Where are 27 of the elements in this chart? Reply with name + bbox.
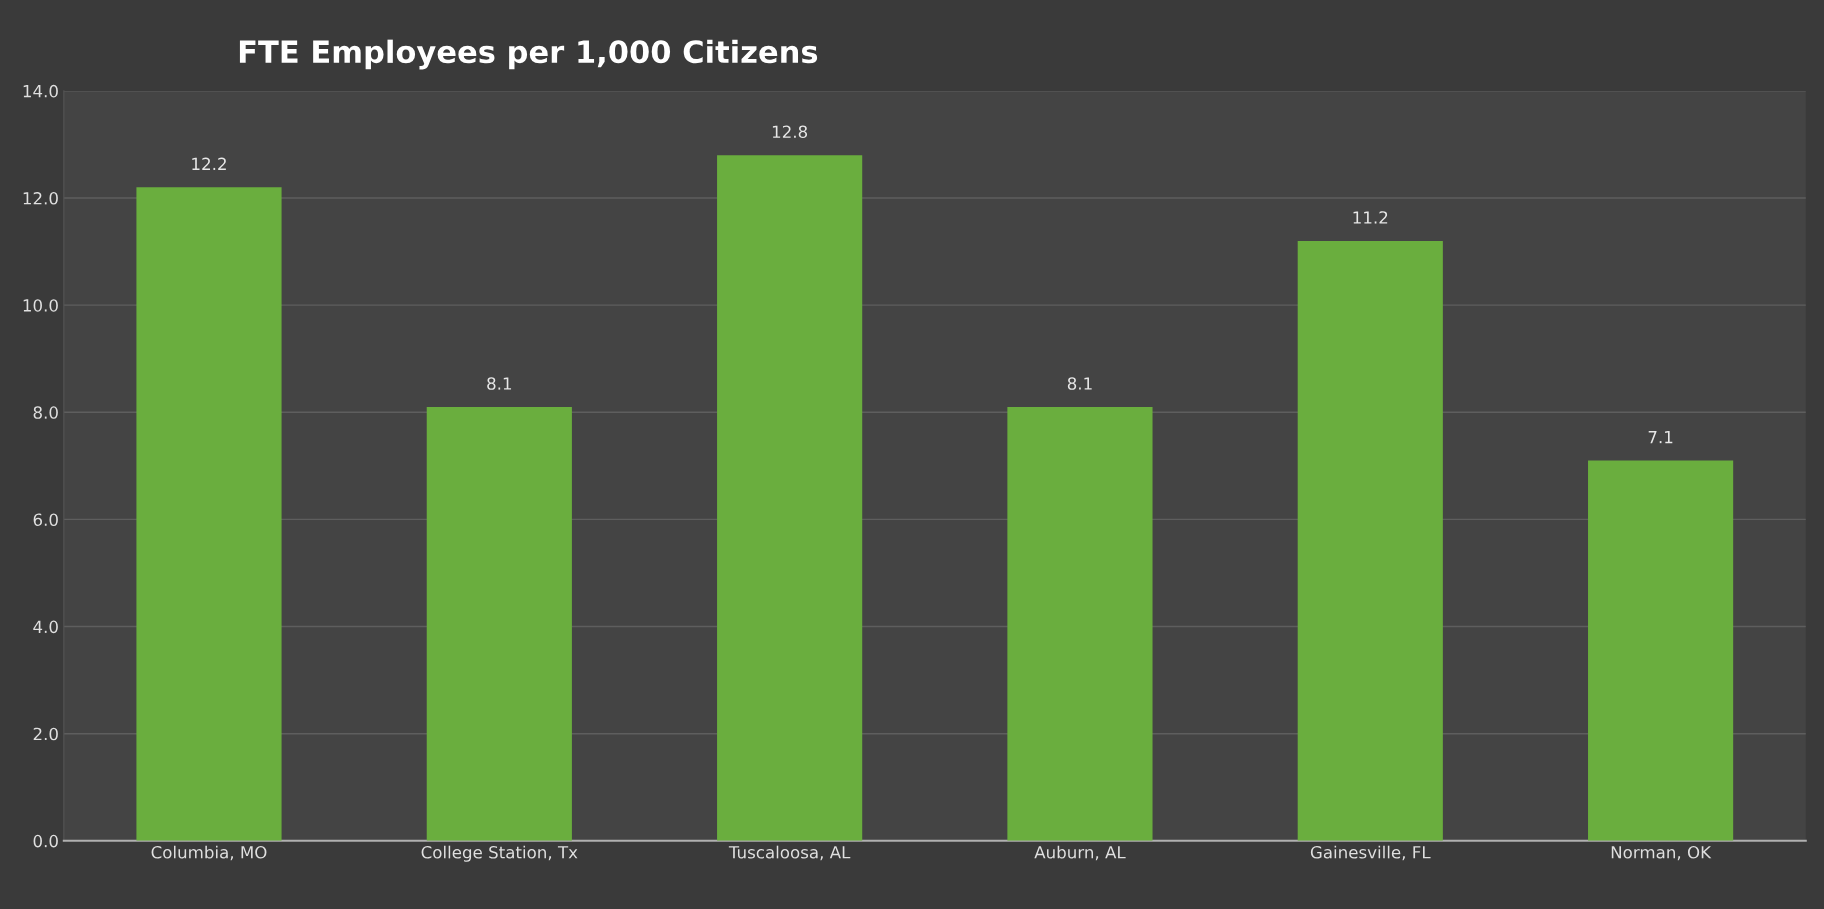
chart-title: FTE Employees per 1,000 Citizens [239,39,818,70]
y-tick-label: 0.0 [33,834,58,848]
data-label: 7.1 [1648,431,1673,444]
y-tick-label: 8.0 [33,406,58,419]
y-tick-label: 6.0 [33,513,58,526]
data-label: 8.1 [487,377,512,390]
bar [1007,406,1153,841]
data-label: 12.2 [192,157,226,170]
x-tick-label: Gainesville, FL [1310,845,1431,861]
data-label: 12.8 [772,125,808,139]
bar [426,406,572,841]
bar [1297,240,1443,841]
x-tick-label: Norman, OK [1611,845,1712,861]
x-tick-label: Auburn, AL [1034,845,1126,861]
bar [1588,460,1734,841]
x-tick-label: College Station, Tx [421,845,578,862]
x-tick-label: Columbia, MO [151,845,267,861]
data-label: 11.2 [1353,211,1388,224]
y-tick-label: 4.0 [33,620,58,634]
y-tick-label: 10.0 [23,299,58,312]
y-tick-label: 2.0 [33,727,58,741]
y-tick-label: 14.0 [23,84,58,98]
y-tick-label: 12.0 [23,191,58,205]
bar [136,187,282,841]
data-label: 8.1 [1067,377,1092,390]
bar [717,155,863,841]
x-tick-label: Tuscaloosa, AL [728,845,851,861]
